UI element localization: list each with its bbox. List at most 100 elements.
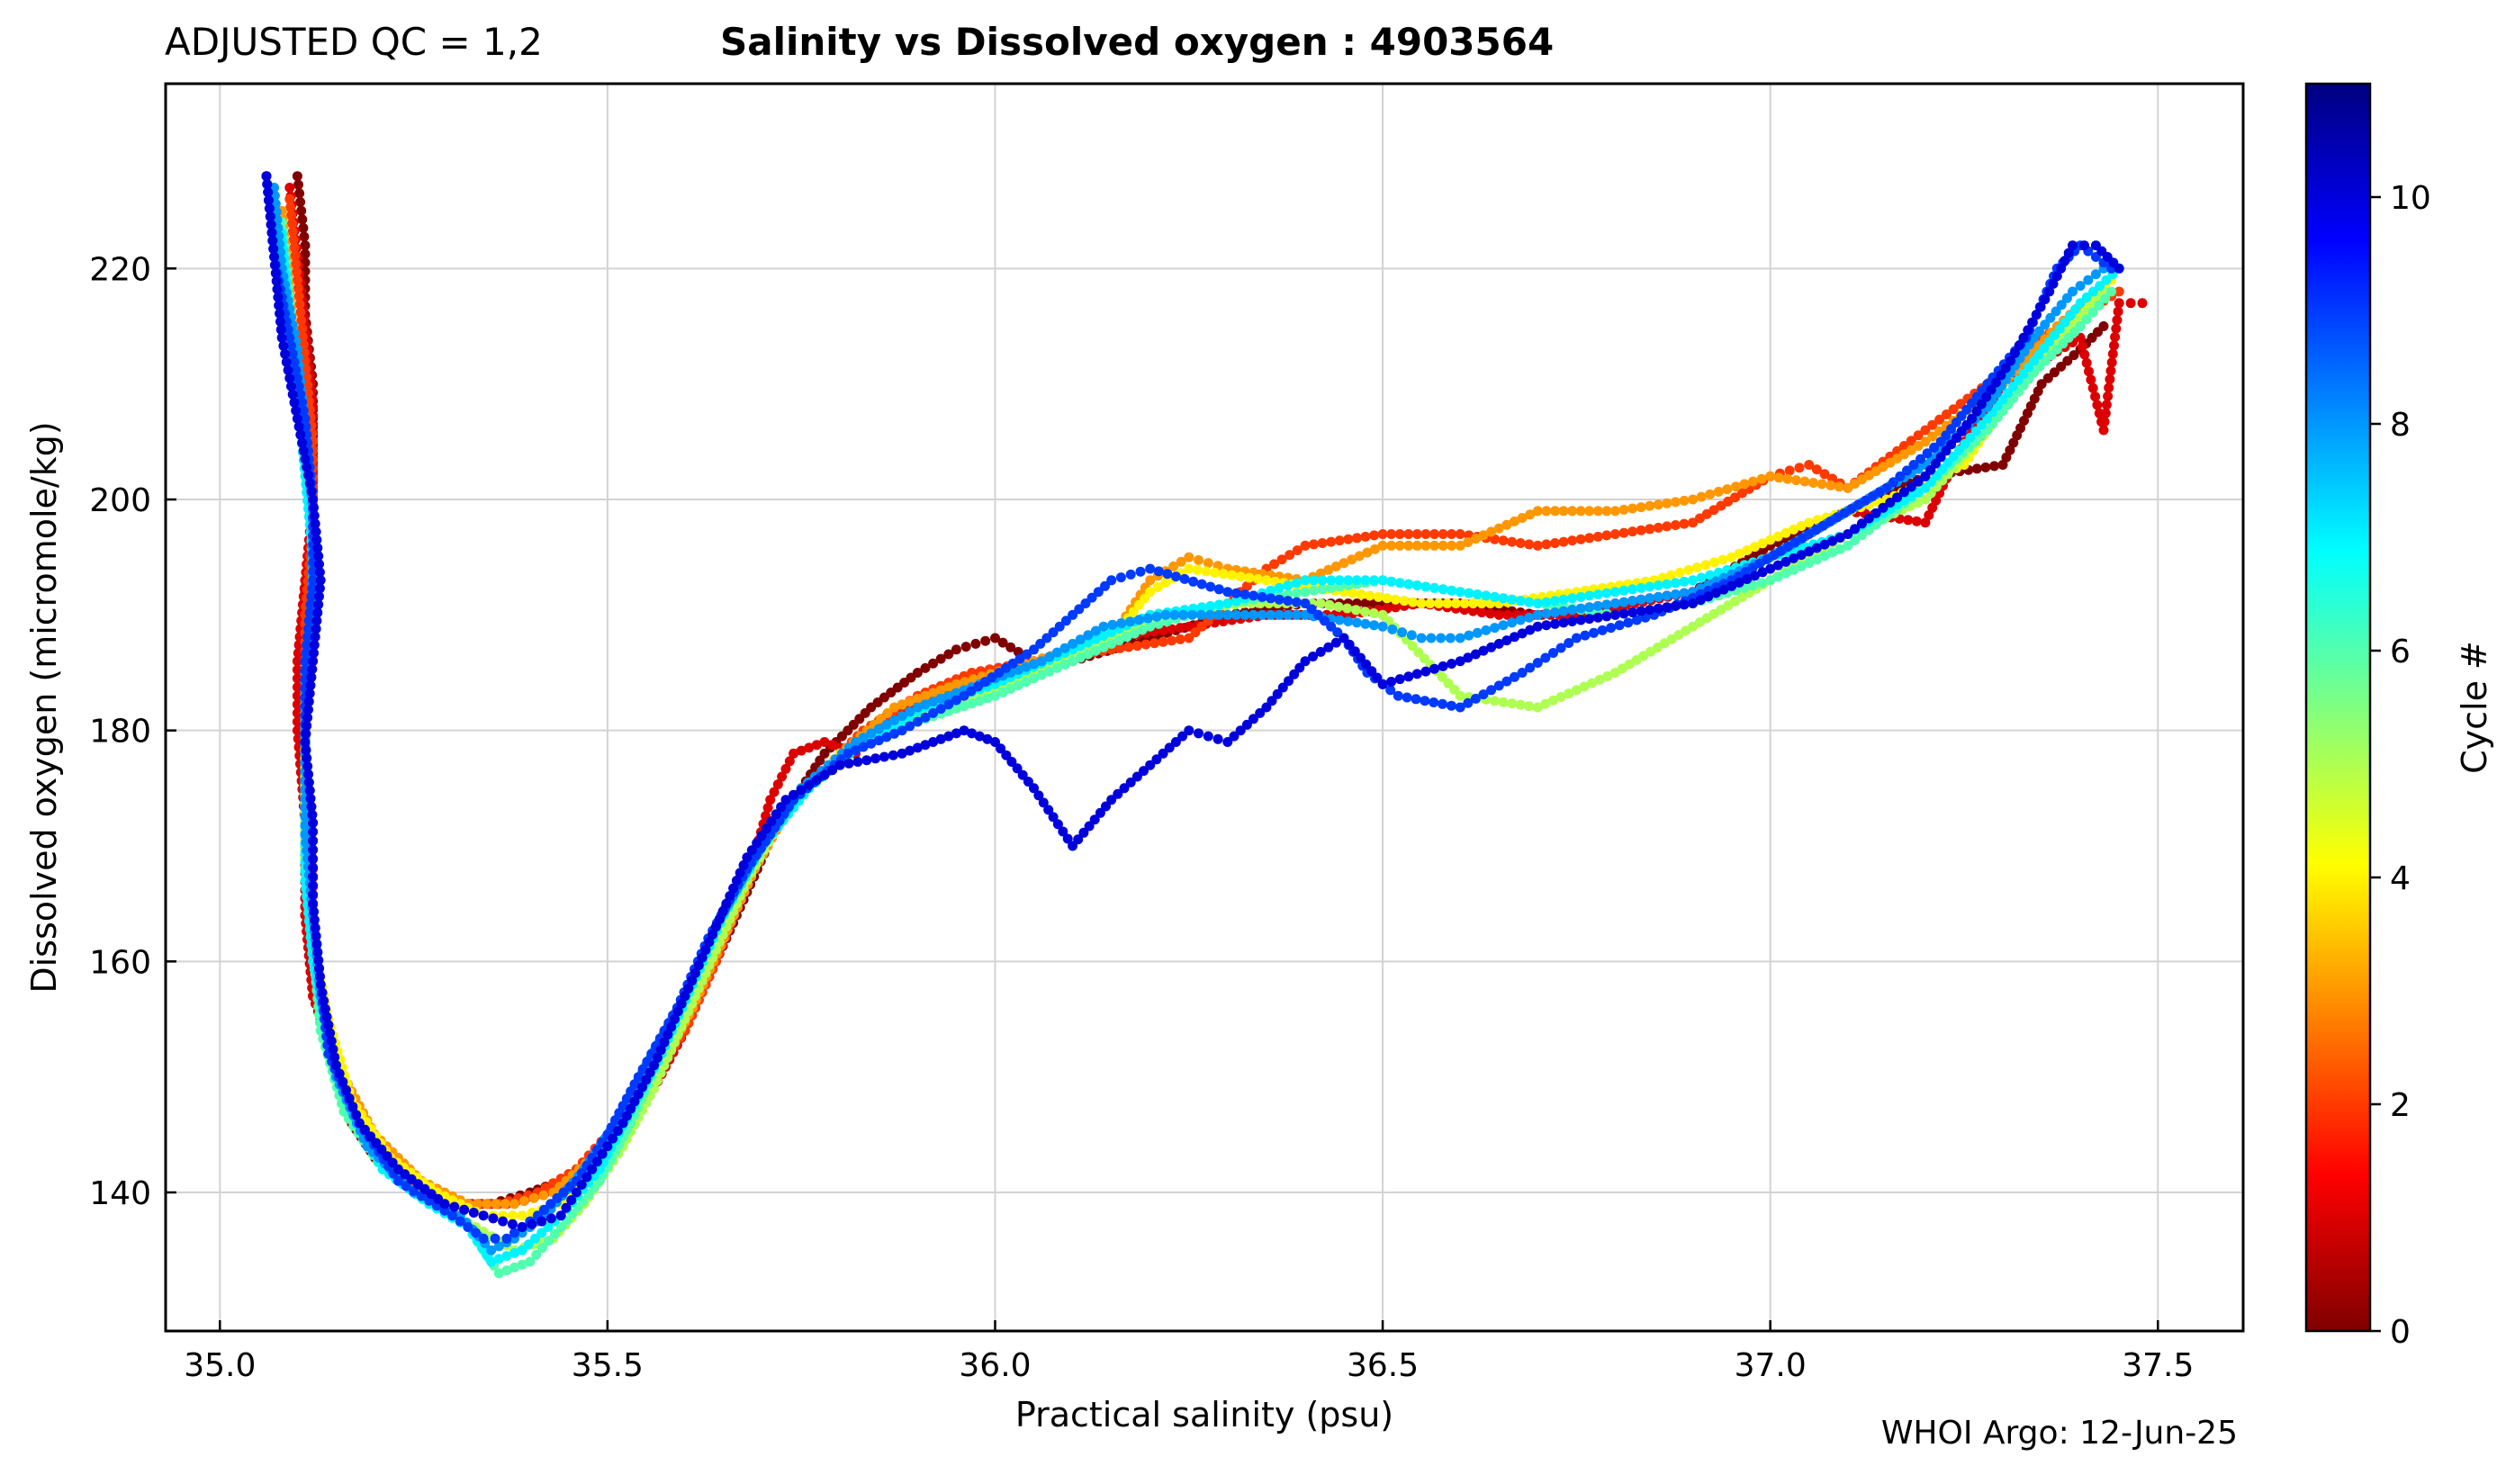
data-point [1688,575,1699,586]
data-point [935,733,946,744]
data-point [303,616,314,626]
data-point [455,1216,465,1227]
data-point [1051,662,1062,673]
data-point [1330,637,1341,648]
data-point [1567,506,1578,517]
data-point [292,673,302,684]
data-point [1929,442,1940,453]
data-point [2018,332,2029,343]
data-point [1083,649,1094,660]
data-point [1976,399,1987,409]
data-point [1386,677,1397,687]
data-point [1343,616,1354,626]
plot-area-frame [164,82,2245,1333]
data-point [1433,598,1444,608]
data-point [1320,616,1330,626]
data-point [284,373,295,383]
data-point [1688,494,1699,505]
data-point [1403,579,1414,589]
data-point [517,1210,527,1221]
data-point [1175,623,1185,634]
data-point [1230,596,1241,607]
data-point [1429,529,1439,539]
data-point [300,829,311,840]
data-point [1780,556,1791,567]
data-point [1510,671,1519,682]
data-point [1498,697,1509,707]
data-point [866,738,877,749]
data-point [1429,582,1439,593]
data-point [1695,595,1706,606]
data-point [951,703,961,714]
data-point [1971,406,1982,417]
data-point [1315,646,1326,657]
data-point [2103,391,2114,401]
data-point [1179,573,1190,584]
data-point [1507,594,1518,605]
data-point [303,769,313,779]
y-axis: 140 160 180 200 220 [89,251,176,1212]
data-point [1555,692,1566,702]
data-point [509,1262,519,1273]
data-point [1429,663,1439,674]
data-point [1834,481,1844,492]
data-point [708,929,718,940]
data-point [873,724,884,734]
data-point [2083,274,2094,285]
data-point [1447,529,1457,539]
data-point [1330,561,1341,571]
cycle-5-series [276,217,2109,1255]
data-point [1564,688,1574,699]
data-point [308,817,319,828]
data-point [1463,652,1474,663]
data-point [960,677,970,687]
data-point [291,405,302,416]
data-point [1614,620,1625,631]
data-point [2106,286,2117,297]
data-point [1420,696,1430,706]
data-point [1517,668,1528,678]
data-point [308,575,319,586]
data-point [571,1187,581,1198]
data-point [1192,564,1203,575]
data-point [304,478,315,489]
data-point [772,779,783,790]
data-point [1360,598,1371,608]
qc-label: ADJUSTED QC = 1,2 [165,20,543,64]
data-point [1277,682,1288,693]
data-point [305,793,316,804]
data-point [1541,608,1552,619]
data-point [1532,598,1543,608]
data-point [943,699,954,710]
data-point [1965,432,1976,443]
data-point [1411,540,1422,551]
data-point [493,1268,504,1279]
data-point [672,1006,683,1017]
data-point [1510,632,1519,643]
data-point [1653,522,1663,533]
data-point [498,1216,509,1227]
y-tick-label: 160 [89,944,151,981]
data-point [1334,575,1345,586]
data-point [789,789,799,800]
data-point [531,1249,542,1260]
data-point [1438,540,1448,551]
data-point [537,1243,547,1254]
x-tick-label: 35.0 [184,1347,256,1384]
data-point [1443,678,1454,688]
data-point [1203,558,1213,569]
data-point [1468,598,1478,608]
data-point [2056,263,2067,274]
data-point [1895,471,1906,481]
data-point [1631,615,1642,625]
data-point [1373,591,1384,602]
data-point [1012,763,1023,774]
data-point [517,1245,527,1255]
data-point [1230,609,1241,620]
colorbar-tick-label: 6 [2390,634,2411,670]
data-point [536,1228,547,1238]
data-point [1748,476,1758,487]
data-point [1510,516,1519,526]
data-point [1274,594,1285,605]
data-point [1468,606,1478,616]
